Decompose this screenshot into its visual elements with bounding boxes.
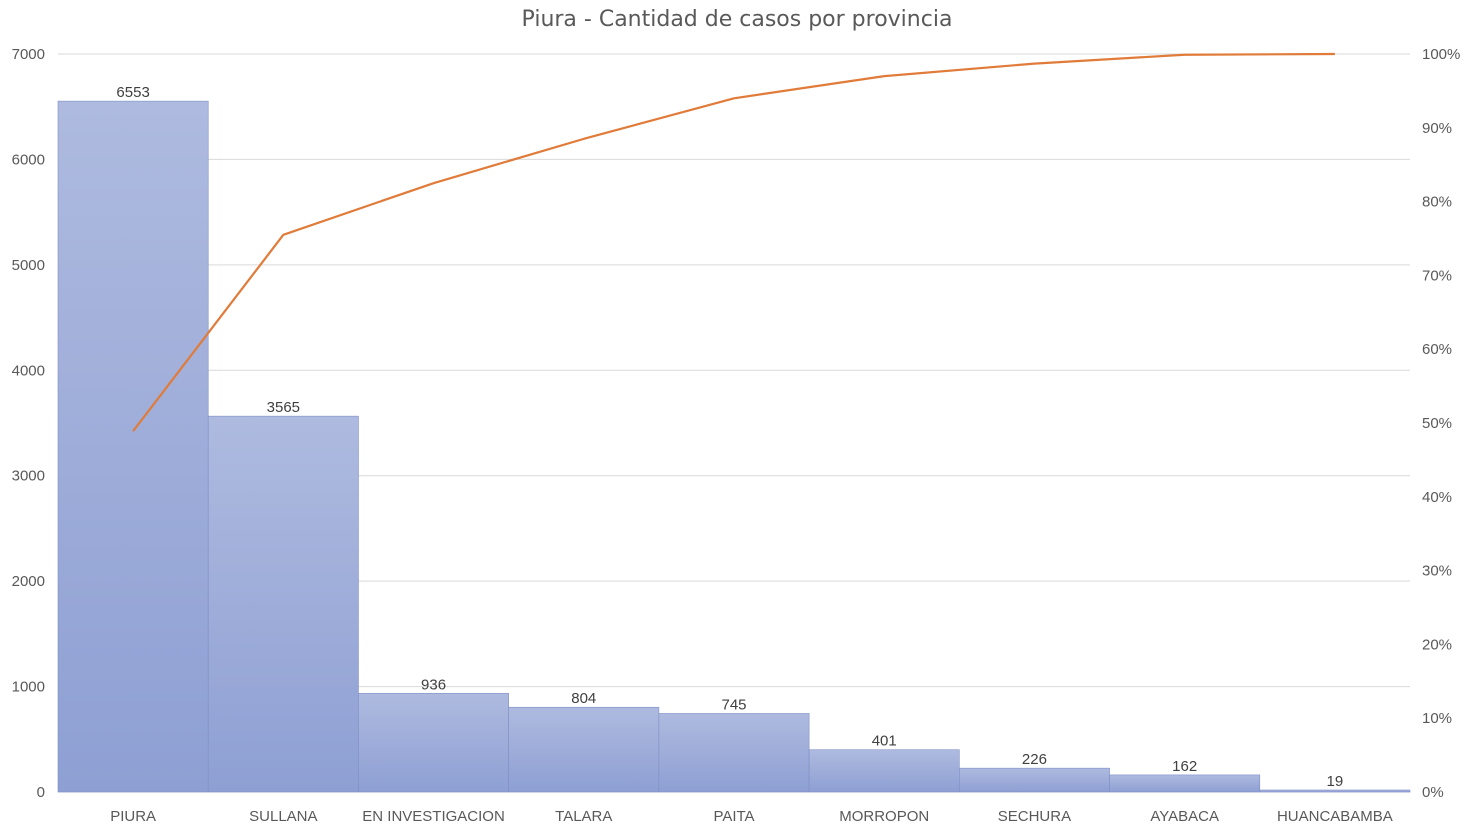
x-category-label: EN INVESTIGACION <box>362 808 505 825</box>
y-tick-label: 1000 <box>12 679 45 696</box>
y2-tick-label: 60% <box>1422 341 1452 358</box>
y2-tick-label: 100% <box>1422 46 1460 63</box>
bar <box>658 713 810 793</box>
y2-tick-label: 10% <box>1422 710 1452 727</box>
bar <box>808 749 960 793</box>
bar <box>358 693 509 793</box>
data-label: 226 <box>1022 751 1047 768</box>
bar <box>1259 789 1411 793</box>
data-label: 162 <box>1172 758 1197 775</box>
y2-tick-label: 20% <box>1422 636 1452 653</box>
x-axis: PIURA SULLANA EN INVESTIGACION TALARA PAITA M… <box>110 808 1393 825</box>
data-labels: 6553 3565 936 804 745 401 226 162 19 <box>116 84 1343 790</box>
x-category-label: SECHURA <box>998 808 1071 825</box>
y2-tick-label: 30% <box>1422 563 1452 580</box>
bar <box>959 767 1110 793</box>
data-label: 6553 <box>116 84 149 101</box>
cumulative-line <box>132 52 1335 432</box>
y2-tick-label: 70% <box>1422 267 1452 284</box>
data-label: 19 <box>1327 773 1344 790</box>
y-axis-left: 0 1000 2000 3000 4000 5000 6000 7000 <box>12 46 45 801</box>
y2-tick-label: 0% <box>1422 784 1444 801</box>
data-label: 3565 <box>267 399 300 416</box>
x-category-label: PIURA <box>110 808 156 825</box>
bar <box>57 100 209 793</box>
bar <box>1109 774 1261 793</box>
y-tick-label: 2000 <box>12 573 45 590</box>
bars <box>57 100 1411 793</box>
y-tick-label: 6000 <box>12 151 45 168</box>
y-tick-label: 0 <box>37 784 45 801</box>
cumulative-percentage-line <box>132 52 1335 432</box>
x-category-label: MORROPON <box>839 808 929 825</box>
x-category-label: PAITA <box>713 808 754 825</box>
data-label: 936 <box>421 676 446 693</box>
data-label: 401 <box>872 733 897 750</box>
x-category-label: HUANCABAMBA <box>1277 808 1393 825</box>
y2-tick-label: 80% <box>1422 194 1452 211</box>
chart-title: Piura - Cantidad de casos por provincia <box>522 7 953 32</box>
y-tick-label: 4000 <box>12 362 45 379</box>
y-tick-label: 5000 <box>12 257 45 274</box>
y2-tick-label: 90% <box>1422 120 1452 137</box>
x-category-label: SULLANA <box>249 808 317 825</box>
y2-tick-label: 40% <box>1422 489 1452 506</box>
data-label: 745 <box>721 696 746 713</box>
bar <box>508 706 660 793</box>
bar <box>207 415 359 793</box>
y2-tick-label: 50% <box>1422 415 1452 432</box>
y-axis-right: 0% 10% 20% 30% 40% 50% 60% 70% 80% 90% 100% <box>1422 46 1460 801</box>
x-category-label: AYABACA <box>1150 808 1219 825</box>
y-tick-label: 3000 <box>12 468 45 485</box>
data-label: 804 <box>571 690 596 707</box>
y-tick-label: 7000 <box>12 46 45 63</box>
x-category-label: TALARA <box>555 808 612 825</box>
